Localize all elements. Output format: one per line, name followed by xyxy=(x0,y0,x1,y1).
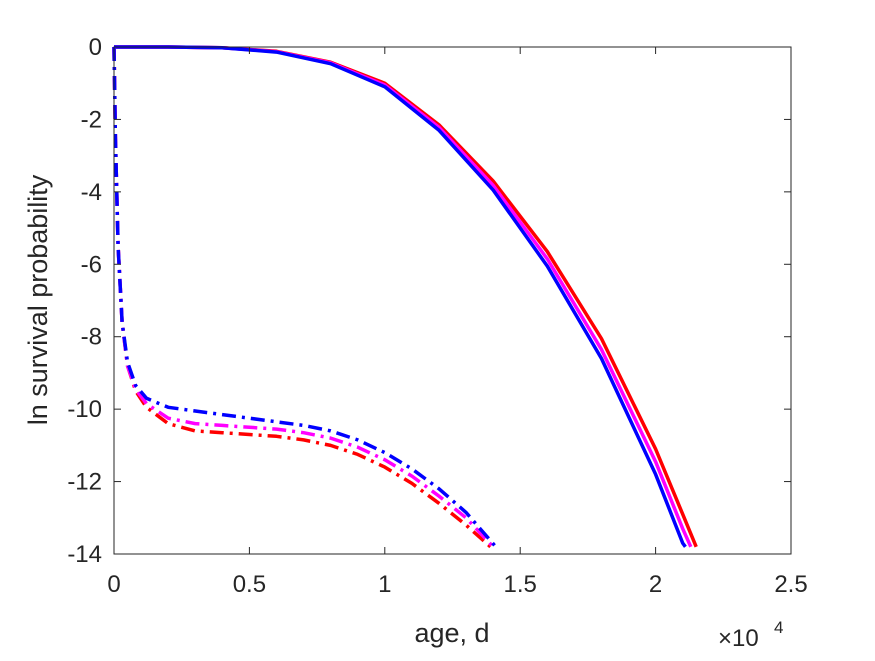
y-axis: 0 -2 -4 -6 -8 -10 -12 -14 xyxy=(67,34,791,568)
y-tick-label: -8 xyxy=(81,324,102,351)
y-tick-label: 0 xyxy=(89,34,102,61)
series-layer xyxy=(112,45,698,549)
y-tick-label: -12 xyxy=(67,469,102,496)
y-tick-label: -4 xyxy=(81,179,102,206)
y-tick-label: -2 xyxy=(81,106,102,133)
x-axis-exponent-base: ×10 xyxy=(718,625,759,652)
x-axis: 0 0.5 1 1.5 2 2.5 xyxy=(107,47,808,598)
x-axis-label: age, d xyxy=(414,618,489,648)
x-tick-label: 0.5 xyxy=(233,571,266,598)
x-tick-label: 2.5 xyxy=(774,571,807,598)
x-axis-exponent-power: 4 xyxy=(774,618,783,637)
y-tick-label: -10 xyxy=(67,396,102,423)
x-tick-label: 0 xyxy=(107,571,120,598)
series-line-6 xyxy=(112,46,498,548)
plot-area xyxy=(114,47,791,554)
x-tick-label: 2 xyxy=(649,571,662,598)
y-axis-label: ln survival probability xyxy=(23,174,53,425)
y-tick-label: -14 xyxy=(67,541,102,568)
x-tick-label: 1 xyxy=(378,571,391,598)
x-tick-label: 1.5 xyxy=(504,571,537,598)
series-line-3 xyxy=(114,45,687,548)
plot-frame xyxy=(113,46,792,555)
y-tick-label: -6 xyxy=(81,251,102,278)
